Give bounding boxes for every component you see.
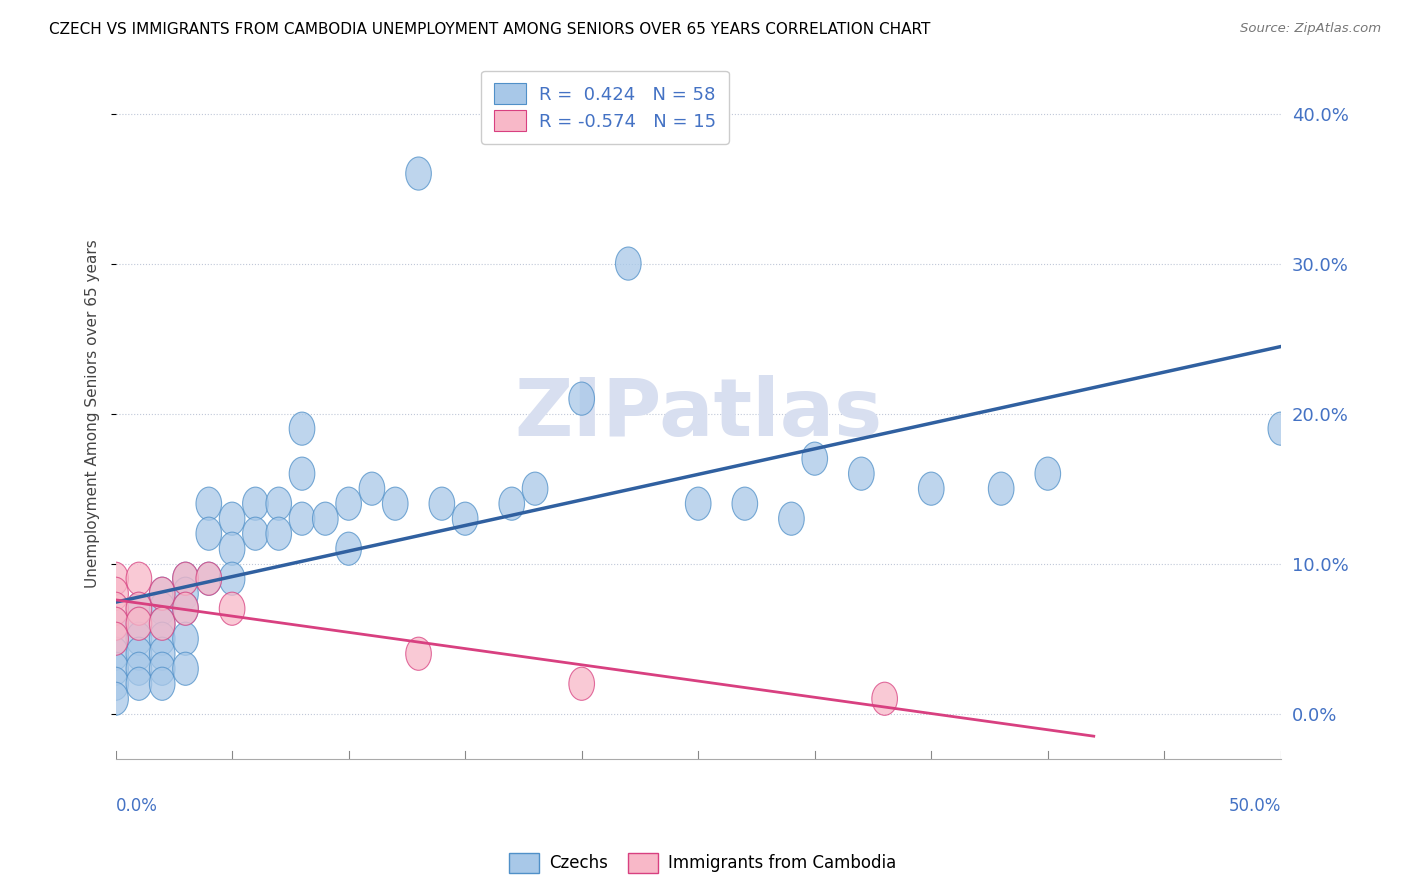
Ellipse shape [195,562,222,595]
Ellipse shape [266,487,291,520]
Ellipse shape [918,472,943,505]
Ellipse shape [173,562,198,595]
Ellipse shape [127,562,152,595]
Ellipse shape [219,533,245,566]
Ellipse shape [801,442,828,475]
Ellipse shape [195,517,222,550]
Ellipse shape [849,457,875,491]
Ellipse shape [103,607,128,640]
Ellipse shape [219,502,245,535]
Ellipse shape [149,577,174,610]
Ellipse shape [127,652,152,685]
Ellipse shape [219,592,245,625]
Ellipse shape [173,623,198,656]
Y-axis label: Unemployment Among Seniors over 65 years: Unemployment Among Seniors over 65 years [86,239,100,588]
Ellipse shape [149,667,174,700]
Ellipse shape [453,502,478,535]
Ellipse shape [103,592,128,625]
Ellipse shape [382,487,408,520]
Ellipse shape [499,487,524,520]
Ellipse shape [103,652,128,685]
Ellipse shape [195,487,222,520]
Ellipse shape [103,623,128,656]
Ellipse shape [569,382,595,415]
Ellipse shape [149,592,174,625]
Ellipse shape [1268,412,1294,445]
Legend: R =  0.424   N = 58, R = -0.574   N = 15: R = 0.424 N = 58, R = -0.574 N = 15 [481,70,728,144]
Ellipse shape [127,607,152,640]
Ellipse shape [103,623,128,656]
Ellipse shape [406,157,432,190]
Ellipse shape [103,562,128,595]
Ellipse shape [872,682,897,715]
Ellipse shape [173,577,198,610]
Ellipse shape [616,247,641,280]
Ellipse shape [359,472,385,505]
Ellipse shape [149,607,174,640]
Ellipse shape [195,562,222,595]
Legend: Czechs, Immigrants from Cambodia: Czechs, Immigrants from Cambodia [503,847,903,880]
Ellipse shape [103,607,128,640]
Ellipse shape [103,667,128,700]
Ellipse shape [127,637,152,670]
Ellipse shape [149,623,174,656]
Ellipse shape [988,472,1014,505]
Ellipse shape [127,592,152,625]
Ellipse shape [219,562,245,595]
Ellipse shape [103,577,128,610]
Ellipse shape [127,592,152,625]
Text: CZECH VS IMMIGRANTS FROM CAMBODIA UNEMPLOYMENT AMONG SENIORS OVER 65 YEARS CORRE: CZECH VS IMMIGRANTS FROM CAMBODIA UNEMPL… [49,22,931,37]
Ellipse shape [243,517,269,550]
Ellipse shape [290,457,315,491]
Ellipse shape [149,652,174,685]
Ellipse shape [243,487,269,520]
Ellipse shape [733,487,758,520]
Ellipse shape [127,623,152,656]
Ellipse shape [173,652,198,685]
Ellipse shape [266,517,291,550]
Ellipse shape [149,607,174,640]
Text: 0.0%: 0.0% [115,797,157,814]
Ellipse shape [685,487,711,520]
Ellipse shape [336,533,361,566]
Ellipse shape [406,637,432,670]
Ellipse shape [290,502,315,535]
Text: Source: ZipAtlas.com: Source: ZipAtlas.com [1240,22,1381,36]
Ellipse shape [290,412,315,445]
Ellipse shape [312,502,337,535]
Ellipse shape [173,592,198,625]
Ellipse shape [429,487,454,520]
Text: ZIPatlas: ZIPatlas [515,375,883,452]
Ellipse shape [103,682,128,715]
Ellipse shape [127,667,152,700]
Ellipse shape [1035,457,1060,491]
Ellipse shape [173,592,198,625]
Ellipse shape [522,472,548,505]
Ellipse shape [569,667,595,700]
Ellipse shape [149,577,174,610]
Ellipse shape [173,562,198,595]
Ellipse shape [149,637,174,670]
Ellipse shape [779,502,804,535]
Ellipse shape [127,607,152,640]
Text: 50.0%: 50.0% [1229,797,1281,814]
Ellipse shape [103,637,128,670]
Ellipse shape [336,487,361,520]
